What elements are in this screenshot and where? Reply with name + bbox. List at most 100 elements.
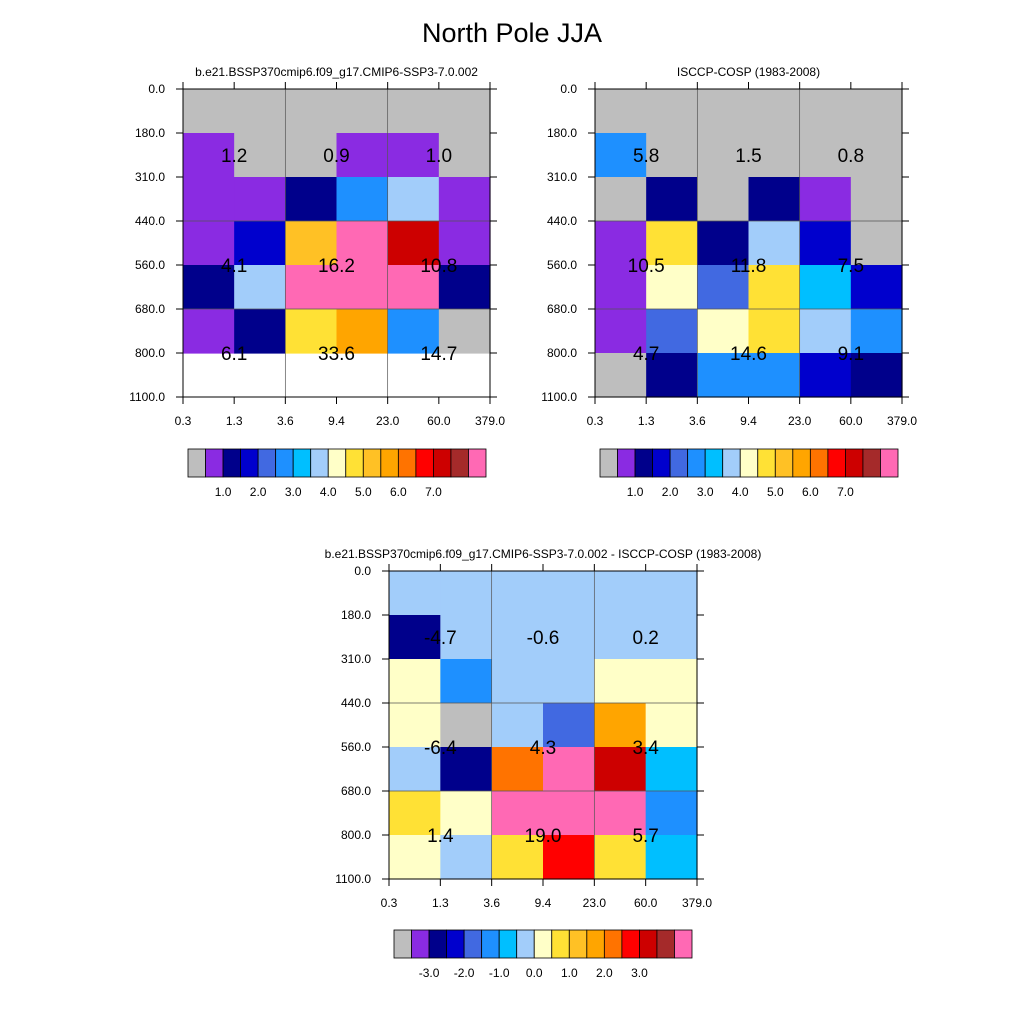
colorbar-label: 7.0 xyxy=(837,485,854,499)
heatmap-cell xyxy=(595,221,647,266)
heatmap-cell xyxy=(594,835,647,880)
heatmap-cell xyxy=(595,353,647,398)
heatmap-cell xyxy=(799,133,852,178)
figure-title: North Pole JJA xyxy=(421,18,603,48)
colorbar-swatch xyxy=(187,448,206,478)
heatmap-cell xyxy=(799,177,852,222)
colorbar-swatch xyxy=(327,448,347,478)
cell-value-label: 4.7 xyxy=(633,344,659,365)
heatmap-cell xyxy=(543,835,595,880)
colorbar-swatch xyxy=(362,448,382,478)
x-tick-label: 0.3 xyxy=(381,896,398,910)
cell-value-label: 5.8 xyxy=(633,146,659,167)
y-tick-label: 180.0 xyxy=(547,126,577,140)
colorbar-swatch xyxy=(634,448,653,478)
heatmap-cell xyxy=(697,89,750,134)
heatmap-cell xyxy=(646,353,698,398)
colorbar-swatch xyxy=(704,448,724,478)
colorbar: -3.0 -2.0 -1.0 0.0 1.0 2.0 3.0 xyxy=(393,929,693,980)
colorbar-label: 1.0 xyxy=(215,485,232,499)
x-tick-label: 9.4 xyxy=(740,414,757,428)
y-tick-label: 0.0 xyxy=(354,564,371,578)
colorbar-swatch xyxy=(310,448,329,478)
heatmap-cell xyxy=(595,265,647,310)
colorbar-swatch xyxy=(845,448,864,478)
colorbar-swatch xyxy=(774,448,794,478)
colorbar-label: 3.0 xyxy=(285,485,302,499)
colorbar-swatch xyxy=(393,929,412,959)
colorbar-swatch xyxy=(450,448,469,478)
x-tick-label: 1.3 xyxy=(226,414,243,428)
cell-value-label: 3.4 xyxy=(632,738,659,759)
heatmap-cell xyxy=(799,265,852,310)
colorbar-swatch xyxy=(880,448,899,478)
heatmap-panel-2: ISCCP-COSP (1983-2008) 0.0 180.0 310.0 440.0… xyxy=(541,65,917,499)
x-tick-label: 60.0 xyxy=(839,414,863,428)
colorbar-swatch xyxy=(827,448,846,478)
y-tick-label: 560.0 xyxy=(547,258,577,272)
cell-value-label: 1.5 xyxy=(735,146,761,167)
x-tick-label: 1.3 xyxy=(638,414,655,428)
x-tick-label: 1.3 xyxy=(432,896,449,910)
colorbar-swatch xyxy=(568,929,588,959)
cell-value-label: 1.4 xyxy=(427,826,454,847)
cell-value-label: 6.1 xyxy=(221,344,247,365)
heatmap-cell xyxy=(440,835,493,880)
colorbar-swatch xyxy=(603,929,623,959)
heatmap-panel-3: b.e21.BSSP370cmip6.f09_g17.CMIP6-SSP3-7.… xyxy=(325,547,762,980)
cell-value-label: 0.2 xyxy=(632,628,658,649)
heatmap-cell xyxy=(543,659,595,704)
heatmap-cell xyxy=(645,571,698,616)
heatmap-cell xyxy=(645,791,698,836)
colorbar-label: 4.0 xyxy=(732,485,749,499)
heatmap-cell xyxy=(389,835,441,880)
colorbar-swatch xyxy=(809,448,829,478)
cell-value-label: 5.7 xyxy=(632,826,658,847)
colorbar-swatch xyxy=(240,448,259,478)
colorbar-swatch xyxy=(516,929,535,959)
heatmap-cell xyxy=(285,309,338,354)
y-tick-label: 1100.0 xyxy=(129,390,165,404)
heatmap-cell xyxy=(697,265,750,310)
colorbar-swatch xyxy=(652,448,671,478)
colorbar-swatch xyxy=(446,929,465,959)
heatmap-cell xyxy=(748,309,801,354)
colorbar-swatch xyxy=(739,448,759,478)
heatmap-cell xyxy=(183,221,235,266)
heatmap-cell xyxy=(594,659,647,704)
heatmap-cell xyxy=(543,615,595,660)
y-tick-label: 560.0 xyxy=(135,258,165,272)
colorbar-swatch xyxy=(656,929,675,959)
y-tick-label: 440.0 xyxy=(341,696,371,710)
heatmap-cell xyxy=(646,265,698,310)
heatmap-cell xyxy=(491,571,544,616)
colorbar-swatch xyxy=(468,448,487,478)
colorbar-swatch xyxy=(463,929,483,959)
x-tick-label: 0.3 xyxy=(175,414,192,428)
cell-value-label: -0.6 xyxy=(527,628,560,649)
colorbar-swatch xyxy=(222,448,241,478)
heatmap-cell xyxy=(748,221,801,266)
heatmap-cell xyxy=(799,353,852,398)
colorbar-swatch xyxy=(757,448,776,478)
heatmap-cell xyxy=(645,703,698,748)
y-tick-label: 0.0 xyxy=(560,82,577,96)
heatmap-cell xyxy=(850,309,903,354)
heatmap-cell xyxy=(389,791,441,836)
x-tick-label: 9.4 xyxy=(328,414,345,428)
cell-value-label: 0.9 xyxy=(323,146,349,167)
y-tick-label: 310.0 xyxy=(135,170,165,184)
y-tick-label: 800.0 xyxy=(135,346,165,360)
y-tick-label: 180.0 xyxy=(341,608,371,622)
cell-value-label: 33.6 xyxy=(318,344,355,365)
heatmap-cell xyxy=(336,221,389,266)
colorbar-swatch xyxy=(205,448,224,478)
heatmap-cell xyxy=(595,309,647,354)
colorbar-label: 4.0 xyxy=(320,485,337,499)
heatmap-cell xyxy=(234,177,286,222)
colorbar-label: 1.0 xyxy=(627,485,644,499)
heatmap-cell xyxy=(646,309,698,354)
heatmap-cell xyxy=(697,133,750,178)
heatmap-cell xyxy=(543,791,595,836)
heatmap-cell xyxy=(438,133,491,178)
